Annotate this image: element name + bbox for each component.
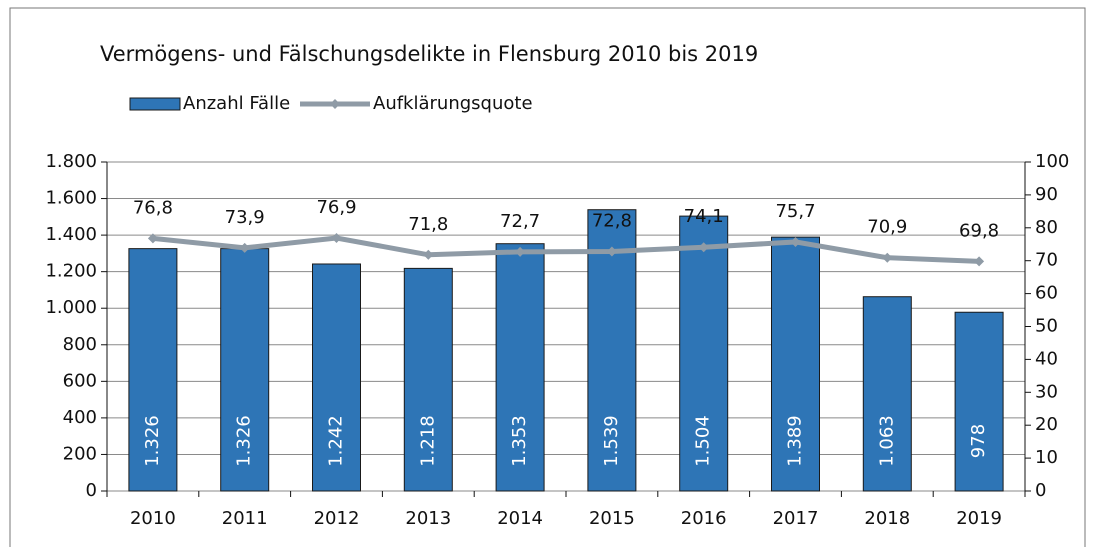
bar-value-label: 1.242 bbox=[326, 415, 347, 467]
line bbox=[152, 235, 980, 264]
bar bbox=[954, 311, 1004, 492]
x-tick-label: 2012 bbox=[314, 508, 360, 529]
bar-value-label: 1.353 bbox=[509, 415, 530, 467]
legend-marker bbox=[330, 99, 340, 109]
legend-label: Aufklärungsquote bbox=[373, 93, 533, 114]
bar bbox=[862, 296, 912, 492]
line-marker bbox=[423, 249, 434, 260]
bar bbox=[128, 248, 178, 492]
line-value-label: 72,7 bbox=[500, 211, 540, 232]
y2-tick-label: 100 bbox=[1035, 151, 1069, 172]
y-tick-label: 0 bbox=[86, 480, 97, 501]
bar bbox=[679, 215, 729, 492]
y2-tick-label: 0 bbox=[1035, 480, 1046, 501]
bar bbox=[587, 209, 637, 492]
line-marker bbox=[790, 236, 801, 247]
y-tick-label: 1.200 bbox=[45, 261, 97, 282]
y2-tick-label: 40 bbox=[1035, 348, 1058, 369]
x-tick-label: 2011 bbox=[222, 508, 268, 529]
bar-value-label: 1.326 bbox=[142, 415, 163, 467]
x-tick-label: 2016 bbox=[681, 508, 727, 529]
y-tick-label: 800 bbox=[63, 334, 97, 355]
x-tick-label: 2017 bbox=[773, 508, 819, 529]
line-marker bbox=[698, 242, 709, 253]
line-marker bbox=[606, 246, 617, 257]
bar bbox=[403, 267, 453, 492]
x-tick-label: 2019 bbox=[956, 508, 1002, 529]
bar-value-label: 1.389 bbox=[785, 415, 806, 467]
y-tick-label: 1.600 bbox=[45, 188, 97, 209]
line-value-label: 69,8 bbox=[959, 220, 999, 241]
x-tick-label: 2014 bbox=[497, 508, 543, 529]
line-marker bbox=[147, 233, 158, 244]
line-marker bbox=[974, 256, 985, 267]
y2-tick-label: 50 bbox=[1035, 316, 1058, 337]
bar bbox=[495, 243, 545, 492]
bar bbox=[771, 236, 820, 492]
y2-tick-label: 20 bbox=[1035, 414, 1058, 435]
bar-value-label: 1.539 bbox=[601, 415, 622, 467]
x-tick-label: 2015 bbox=[589, 508, 635, 529]
line-value-label: 72,8 bbox=[592, 210, 632, 231]
y2-tick-label: 10 bbox=[1035, 447, 1058, 468]
x-tick-label: 2010 bbox=[130, 508, 176, 529]
bar-value-label: 1.326 bbox=[234, 415, 255, 467]
x-tick-label: 2013 bbox=[405, 508, 451, 529]
legend-label: Anzahl Fälle bbox=[183, 93, 290, 114]
line-value-label: 75,7 bbox=[775, 201, 815, 222]
y-tick-label: 1.000 bbox=[45, 297, 97, 318]
y2-tick-label: 80 bbox=[1035, 217, 1058, 238]
x-tick-label: 2018 bbox=[864, 508, 910, 529]
bar-value-label: 1.218 bbox=[417, 415, 438, 467]
line-value-label: 76,9 bbox=[316, 197, 356, 218]
bar-value-label: 1.504 bbox=[693, 415, 714, 467]
bar bbox=[312, 263, 361, 492]
line-value-label: 70,9 bbox=[867, 217, 907, 238]
y2-tick-label: 60 bbox=[1035, 283, 1058, 304]
line-marker bbox=[331, 232, 342, 243]
chart-title: Vermögens- und Fälschungsdelikte in Flen… bbox=[100, 42, 758, 66]
y2-tick-label: 70 bbox=[1035, 250, 1058, 271]
line-value-label: 74,1 bbox=[684, 206, 724, 227]
line-value-label: 73,9 bbox=[225, 207, 265, 228]
y-tick-label: 600 bbox=[63, 370, 97, 391]
line-marker bbox=[882, 252, 893, 263]
y-tick-label: 1.800 bbox=[45, 151, 97, 172]
line-marker bbox=[515, 246, 526, 257]
y2-tick-label: 90 bbox=[1035, 184, 1058, 205]
y2-tick-label: 30 bbox=[1035, 381, 1058, 402]
bar-value-label: 978 bbox=[968, 424, 989, 458]
bar-value-label: 1.063 bbox=[876, 415, 897, 467]
line-value-label: 71,8 bbox=[408, 214, 448, 235]
line-value-label: 76,8 bbox=[133, 197, 173, 218]
y-tick-label: 400 bbox=[63, 407, 97, 428]
y-tick-label: 200 bbox=[63, 443, 97, 464]
line-marker bbox=[239, 242, 250, 253]
legend-swatch bbox=[129, 97, 181, 111]
y-tick-label: 1.400 bbox=[45, 224, 97, 245]
